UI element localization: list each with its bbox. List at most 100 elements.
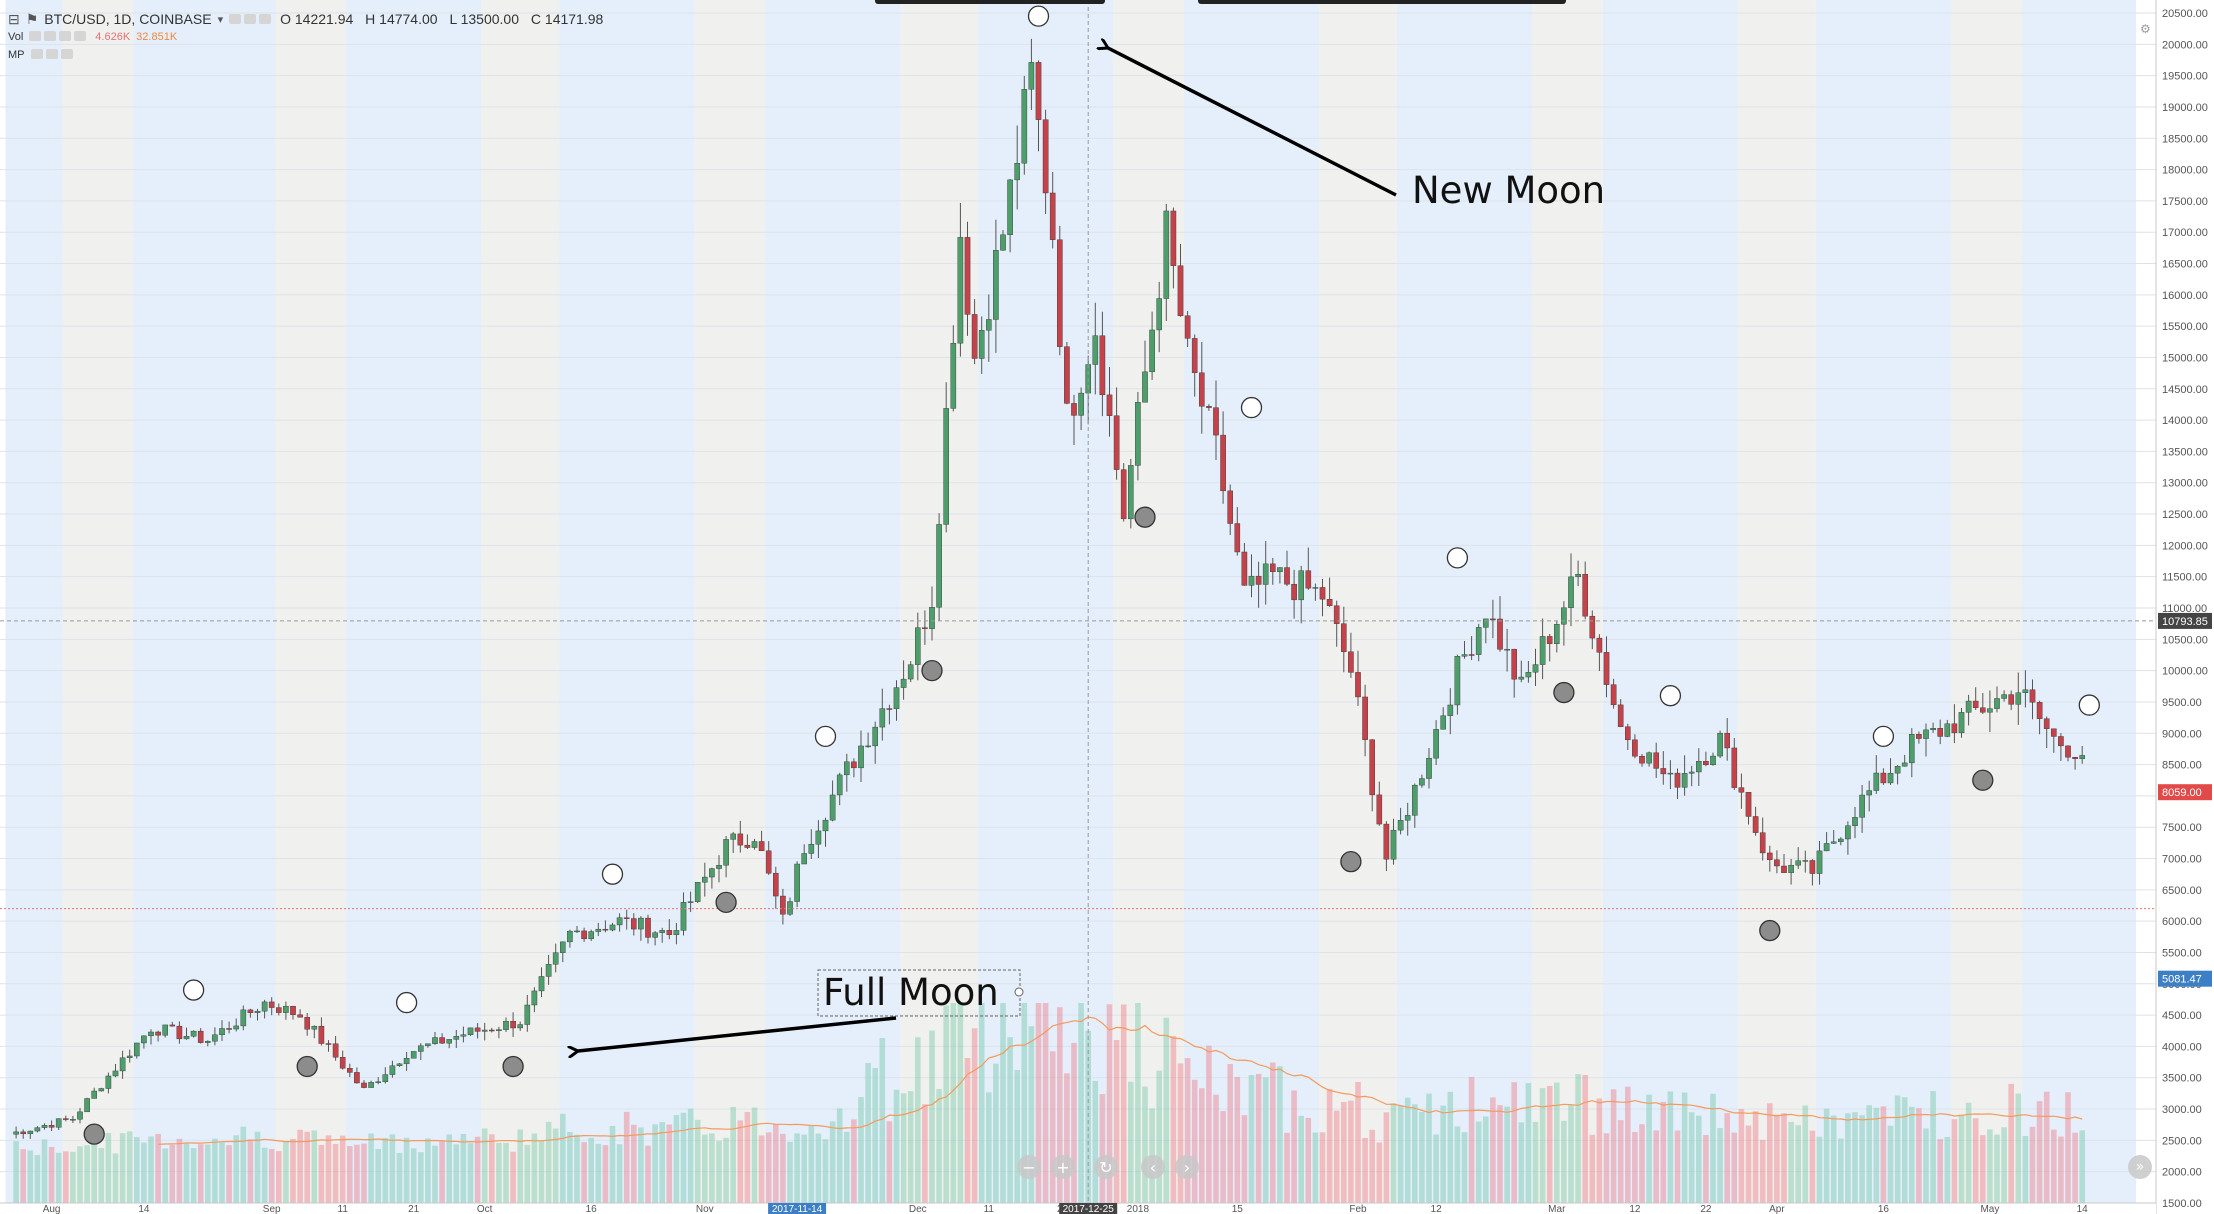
mp-label[interactable]: MP: [8, 49, 25, 61]
volume-bar: [361, 1143, 367, 1203]
volume-bar: [957, 1003, 964, 1203]
zoom-in-button[interactable]: +: [1051, 1155, 1075, 1179]
collapse-icon[interactable]: ⊟: [8, 10, 20, 27]
candle-body: [822, 819, 829, 832]
phase-band: [623, 0, 631, 1214]
volume-bar: [723, 1137, 729, 1203]
candle-body: [836, 774, 843, 796]
phase-band: [1155, 0, 1164, 1214]
settings-icon[interactable]: ⚙: [2140, 22, 2151, 36]
x-tick-label: Aug: [43, 1204, 61, 1214]
vol-label[interactable]: Vol: [8, 31, 24, 43]
candle-body: [1937, 727, 1943, 737]
candle-body: [1546, 636, 1553, 644]
chevron-down-icon[interactable]: ▾: [217, 13, 224, 26]
candle-body: [1639, 755, 1645, 764]
candle-body: [1951, 723, 1958, 734]
candle-body: [13, 1131, 19, 1135]
volume-bar: [1852, 1112, 1858, 1203]
phase-band: [1475, 0, 1483, 1214]
phase-band: [1034, 0, 1043, 1214]
full-moon-marker: [1553, 681, 1575, 704]
phase-band: [1972, 0, 1980, 1214]
volume-bar: [1575, 1074, 1581, 1203]
candle-body: [1852, 817, 1858, 826]
candle-body: [276, 1007, 282, 1013]
symbol-label[interactable]: BTC/USD, 1D, COINBASE: [44, 11, 212, 27]
y-tick-label: 8500.00: [2162, 760, 2202, 772]
label-handle: [1014, 987, 1024, 997]
volume-bar: [1404, 1097, 1411, 1203]
scroll-right-button[interactable]: ›: [1175, 1155, 1199, 1179]
phase-band: [1226, 0, 1235, 1214]
phase-band: [218, 0, 227, 1214]
price-badge-label: 8059.00: [2162, 787, 2202, 799]
candle-body: [226, 1028, 232, 1030]
phase-band: [1382, 0, 1391, 1214]
candle-body: [794, 863, 800, 902]
phase-band: [2057, 0, 2066, 1214]
phase-band: [1652, 0, 1661, 1214]
candle-body: [780, 895, 786, 915]
toolbar-tab[interactable]: [1198, 0, 1566, 4]
phase-band: [1148, 0, 1157, 1214]
volume-bar: [112, 1153, 119, 1203]
phase-band: [892, 0, 901, 1214]
volume-bar: [1901, 1097, 1908, 1203]
volume-bar: [666, 1124, 673, 1203]
reset-icon[interactable]: ↻: [1094, 1155, 1118, 1179]
candle-body: [858, 745, 864, 769]
candle-body: [1177, 265, 1184, 316]
y-tick-label: 12500.00: [2162, 509, 2208, 521]
candle-body: [787, 901, 793, 915]
volume-bar: [1930, 1091, 1936, 1203]
phase-band: [1531, 0, 1540, 1214]
candle-body: [659, 930, 665, 933]
volume-bar: [1440, 1105, 1446, 1203]
y-tick-label: 10500.00: [2162, 634, 2208, 646]
phase-band: [1879, 0, 1888, 1214]
vol-buttons[interactable]: [29, 30, 89, 44]
volume-bar: [176, 1138, 183, 1203]
phase-band: [1737, 0, 1746, 1214]
scroll-to-realtime-icon[interactable]: »: [2128, 1155, 2152, 1179]
candle-body: [2043, 718, 2050, 729]
phase-band: [1375, 0, 1384, 1214]
legend-buttons[interactable]: [229, 11, 274, 27]
y-tick-label: 13000.00: [2162, 478, 2208, 490]
flag-icon[interactable]: ⚑: [25, 10, 39, 27]
volume-bar: [716, 1140, 722, 1203]
candle-body: [1646, 752, 1652, 764]
phase-band: [1063, 0, 1072, 1214]
volume-bar: [1696, 1115, 1702, 1203]
toolbar-tab[interactable]: [875, 0, 1105, 4]
candle-body: [900, 678, 907, 688]
phase-band: [2050, 0, 2058, 1214]
mp-buttons[interactable]: [30, 48, 76, 62]
candle-body: [432, 1037, 438, 1044]
candle-body: [524, 1004, 531, 1025]
candle-body: [631, 918, 637, 930]
phase-band: [1389, 0, 1398, 1214]
candle-body: [1603, 652, 1610, 685]
volume-bar: [1639, 1124, 1645, 1203]
phase-band: [211, 0, 220, 1214]
phase-band: [161, 0, 170, 1214]
volume-bar: [1710, 1093, 1716, 1203]
phase-band: [587, 0, 596, 1214]
phase-band: [1013, 0, 1022, 1214]
candle-body: [1788, 864, 1794, 873]
phase-band: [1943, 0, 1952, 1214]
candle-body: [325, 1043, 332, 1045]
new-moon-marker: [1240, 396, 1263, 419]
y-tick-label: 2500.00: [2162, 1135, 2202, 1147]
volume-bar: [1944, 1136, 1951, 1203]
candle-body: [595, 928, 602, 932]
candle-body: [844, 761, 850, 776]
volume-bar: [2008, 1083, 2014, 1203]
zoom-out-button[interactable]: −: [1017, 1155, 1041, 1179]
scroll-left-button[interactable]: ‹: [1141, 1155, 1165, 1179]
phase-band: [871, 0, 880, 1214]
